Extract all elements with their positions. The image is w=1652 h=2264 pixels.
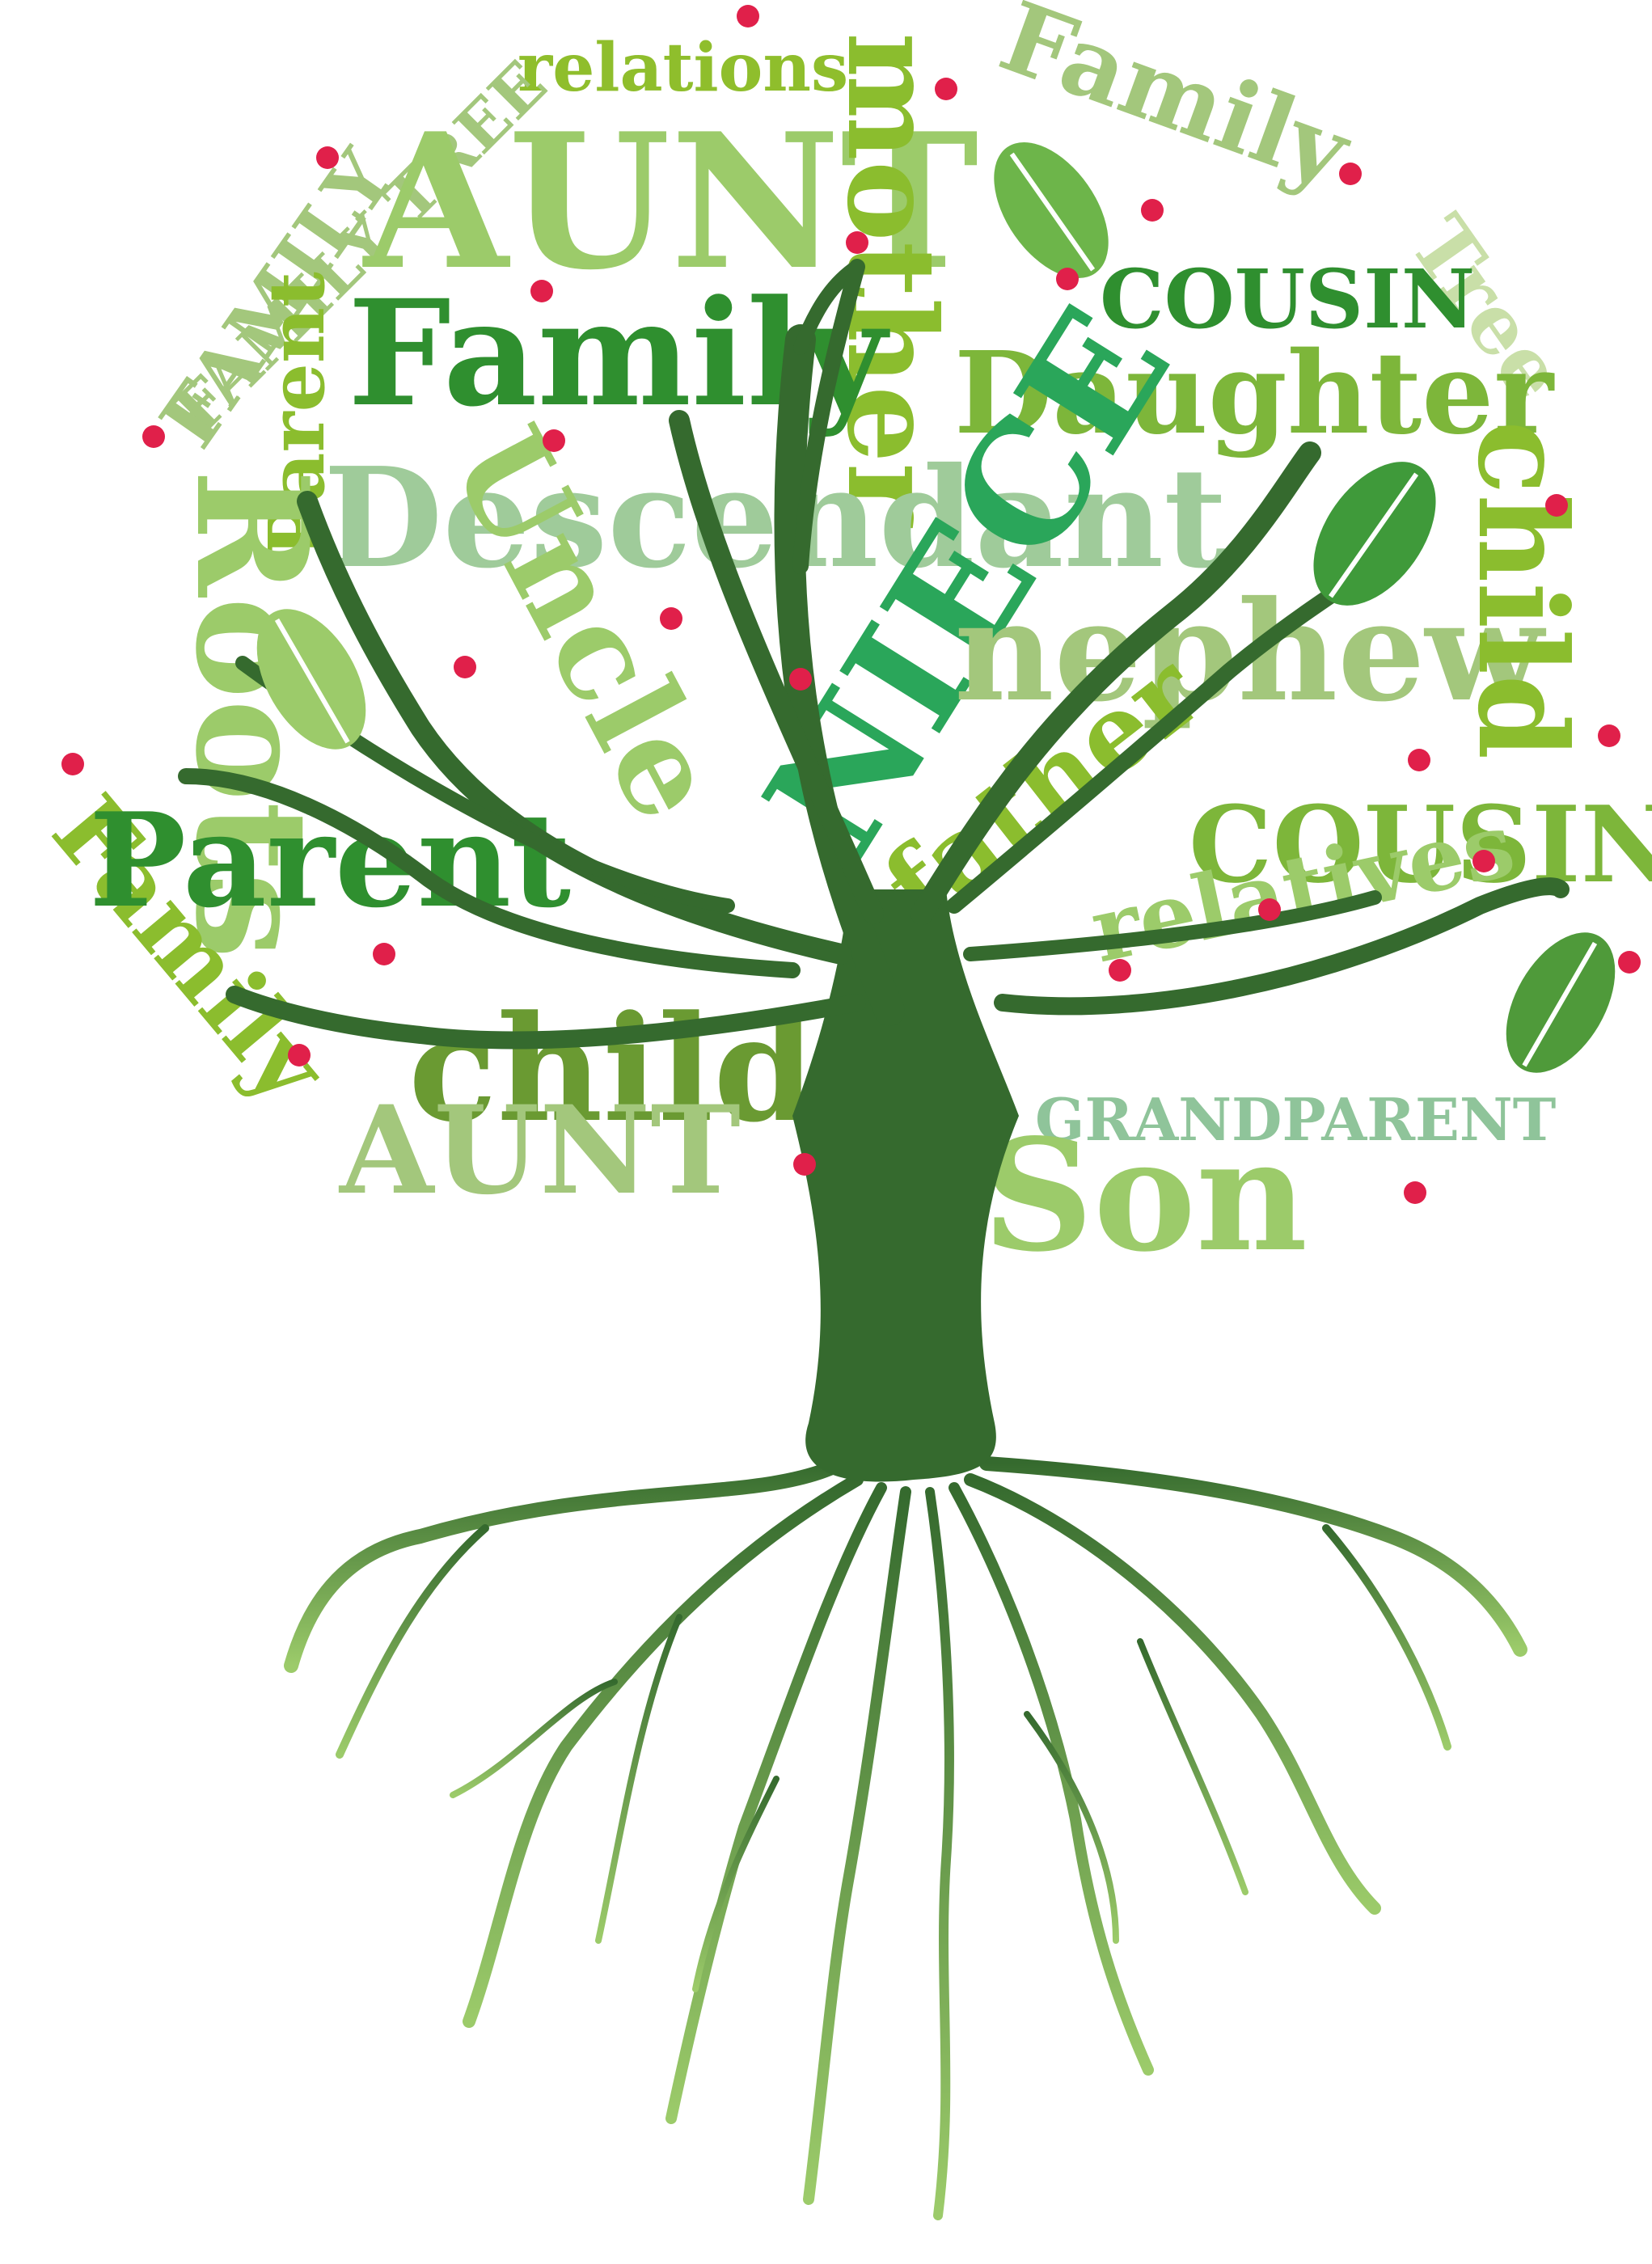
berry-icon bbox=[1404, 1181, 1426, 1204]
berry-icon bbox=[935, 78, 957, 100]
berry-icon bbox=[543, 429, 565, 452]
berry-icon bbox=[1472, 850, 1495, 872]
berry-icon bbox=[1618, 951, 1641, 974]
berry-icon bbox=[1056, 268, 1079, 290]
word-relations: relations bbox=[518, 29, 848, 107]
berry-icon bbox=[737, 5, 759, 27]
berry-icon bbox=[373, 943, 395, 965]
tree-trunk bbox=[792, 889, 1019, 1482]
berry-icon bbox=[1109, 959, 1131, 982]
berry-icon bbox=[1408, 749, 1430, 771]
leaf-icon bbox=[994, 142, 1109, 278]
berry-decorations bbox=[61, 5, 1641, 1204]
word-daughter: Daughter bbox=[954, 327, 1555, 460]
tree bbox=[178, 259, 1570, 2220]
word-parent-vertical: Parent bbox=[252, 272, 342, 558]
berry-icon bbox=[1598, 724, 1620, 747]
berry-icon bbox=[142, 425, 165, 448]
word-son: Son bbox=[982, 1105, 1308, 1286]
word-cousin-right: COUSIN bbox=[1189, 783, 1652, 906]
tree-branches bbox=[178, 259, 1570, 1050]
berry-icon bbox=[846, 231, 868, 254]
word-grandparent: GRANDPARENT bbox=[1035, 1085, 1556, 1154]
word-aunt-bottom: AUNT bbox=[338, 1079, 741, 1222]
berry-icon bbox=[316, 146, 339, 169]
berry-icon bbox=[660, 607, 682, 630]
leaf-icon bbox=[1313, 462, 1436, 606]
berry-icon bbox=[454, 656, 476, 678]
leaf-decorations bbox=[256, 142, 1616, 1073]
leaf-icon bbox=[256, 609, 366, 750]
berry-icon bbox=[789, 668, 812, 691]
word-child-vertical: child bbox=[1451, 420, 1593, 759]
leaf-icon bbox=[1506, 932, 1616, 1073]
word-cloud: relations FAMILY TREE AUNT mother Family… bbox=[31, 0, 1652, 1286]
tree-roots bbox=[284, 1456, 1527, 2220]
berry-icon bbox=[793, 1153, 816, 1176]
berry-icon bbox=[1258, 898, 1281, 921]
berry-icon bbox=[1339, 163, 1362, 185]
berry-icon bbox=[1545, 494, 1568, 517]
berry-icon bbox=[530, 280, 553, 302]
berry-icon bbox=[288, 1044, 311, 1067]
word-aunt-top: AUNT bbox=[362, 93, 978, 311]
berry-icon bbox=[61, 753, 84, 775]
berry-icon bbox=[1141, 199, 1164, 222]
word-cousin-top: COUSIN bbox=[1100, 251, 1475, 347]
